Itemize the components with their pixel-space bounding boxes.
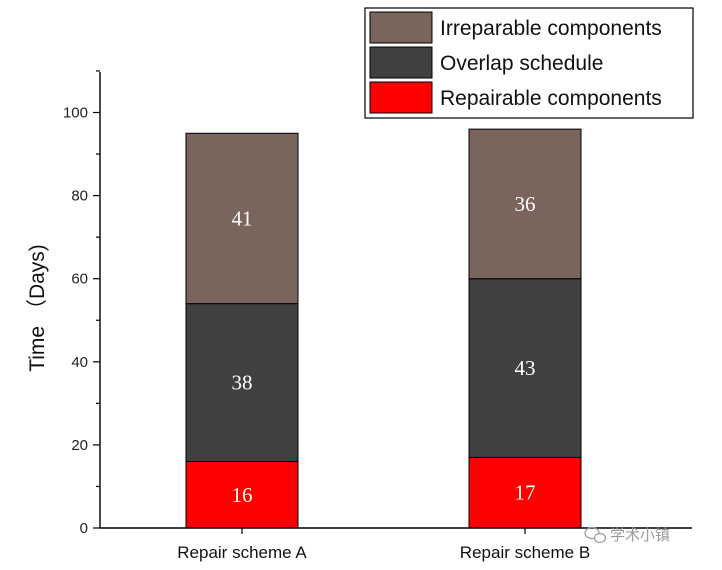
bar-irreparable-components-b <box>468 128 582 280</box>
legend-swatch-overlap-schedule <box>369 46 433 79</box>
y-tick-label: 40 <box>71 354 88 371</box>
watermark: 学术小镇 <box>584 526 670 544</box>
legend-swatch-irreparable-components <box>369 11 433 44</box>
y-tick-label: 0 <box>80 520 88 537</box>
bar-irreparable-components-a <box>185 132 299 305</box>
bar-repairable-components-a <box>185 461 299 529</box>
value-labels-group: 16 38 41 17 43 36 <box>232 192 536 507</box>
legend-label-irreparable-components: Irreparable components <box>440 17 662 40</box>
bar-repairable-components-b <box>468 456 582 529</box>
wechat-icon <box>584 526 607 544</box>
x-tick-label: Repair scheme B <box>460 543 590 562</box>
x-tick-label: Repair scheme A <box>177 543 307 562</box>
value-label: 41 <box>232 206 253 230</box>
legend: Irreparable components Overlap schedule Re… <box>364 7 694 119</box>
y-tick-label: 100 <box>63 105 88 122</box>
y-tick-label: 80 <box>71 188 88 205</box>
bars-group <box>185 128 582 529</box>
legend-swatch-repairable-components <box>369 81 433 114</box>
x-labels-group: Repair scheme A Repair scheme B <box>177 528 590 562</box>
watermark-text: 学术小镇 <box>610 526 670 544</box>
legend-label-repairable-components: Repairable components <box>440 87 662 110</box>
value-label: 38 <box>232 371 253 395</box>
y-ticks-group: 0 20 40 60 80 100 <box>63 70 100 537</box>
value-label: 16 <box>232 483 253 507</box>
bar-overlap-schedule-a <box>185 303 299 463</box>
y-tick-label: 60 <box>71 271 88 288</box>
value-label: 17 <box>515 481 536 505</box>
y-tick-label: 20 <box>71 437 88 454</box>
legend-label-overlap-schedule: Overlap schedule <box>440 52 603 75</box>
value-label: 43 <box>515 356 536 380</box>
bar-overlap-schedule-b <box>468 278 582 458</box>
value-label: 36 <box>515 192 536 216</box>
y-axis-title: Time （Days) <box>26 244 49 372</box>
